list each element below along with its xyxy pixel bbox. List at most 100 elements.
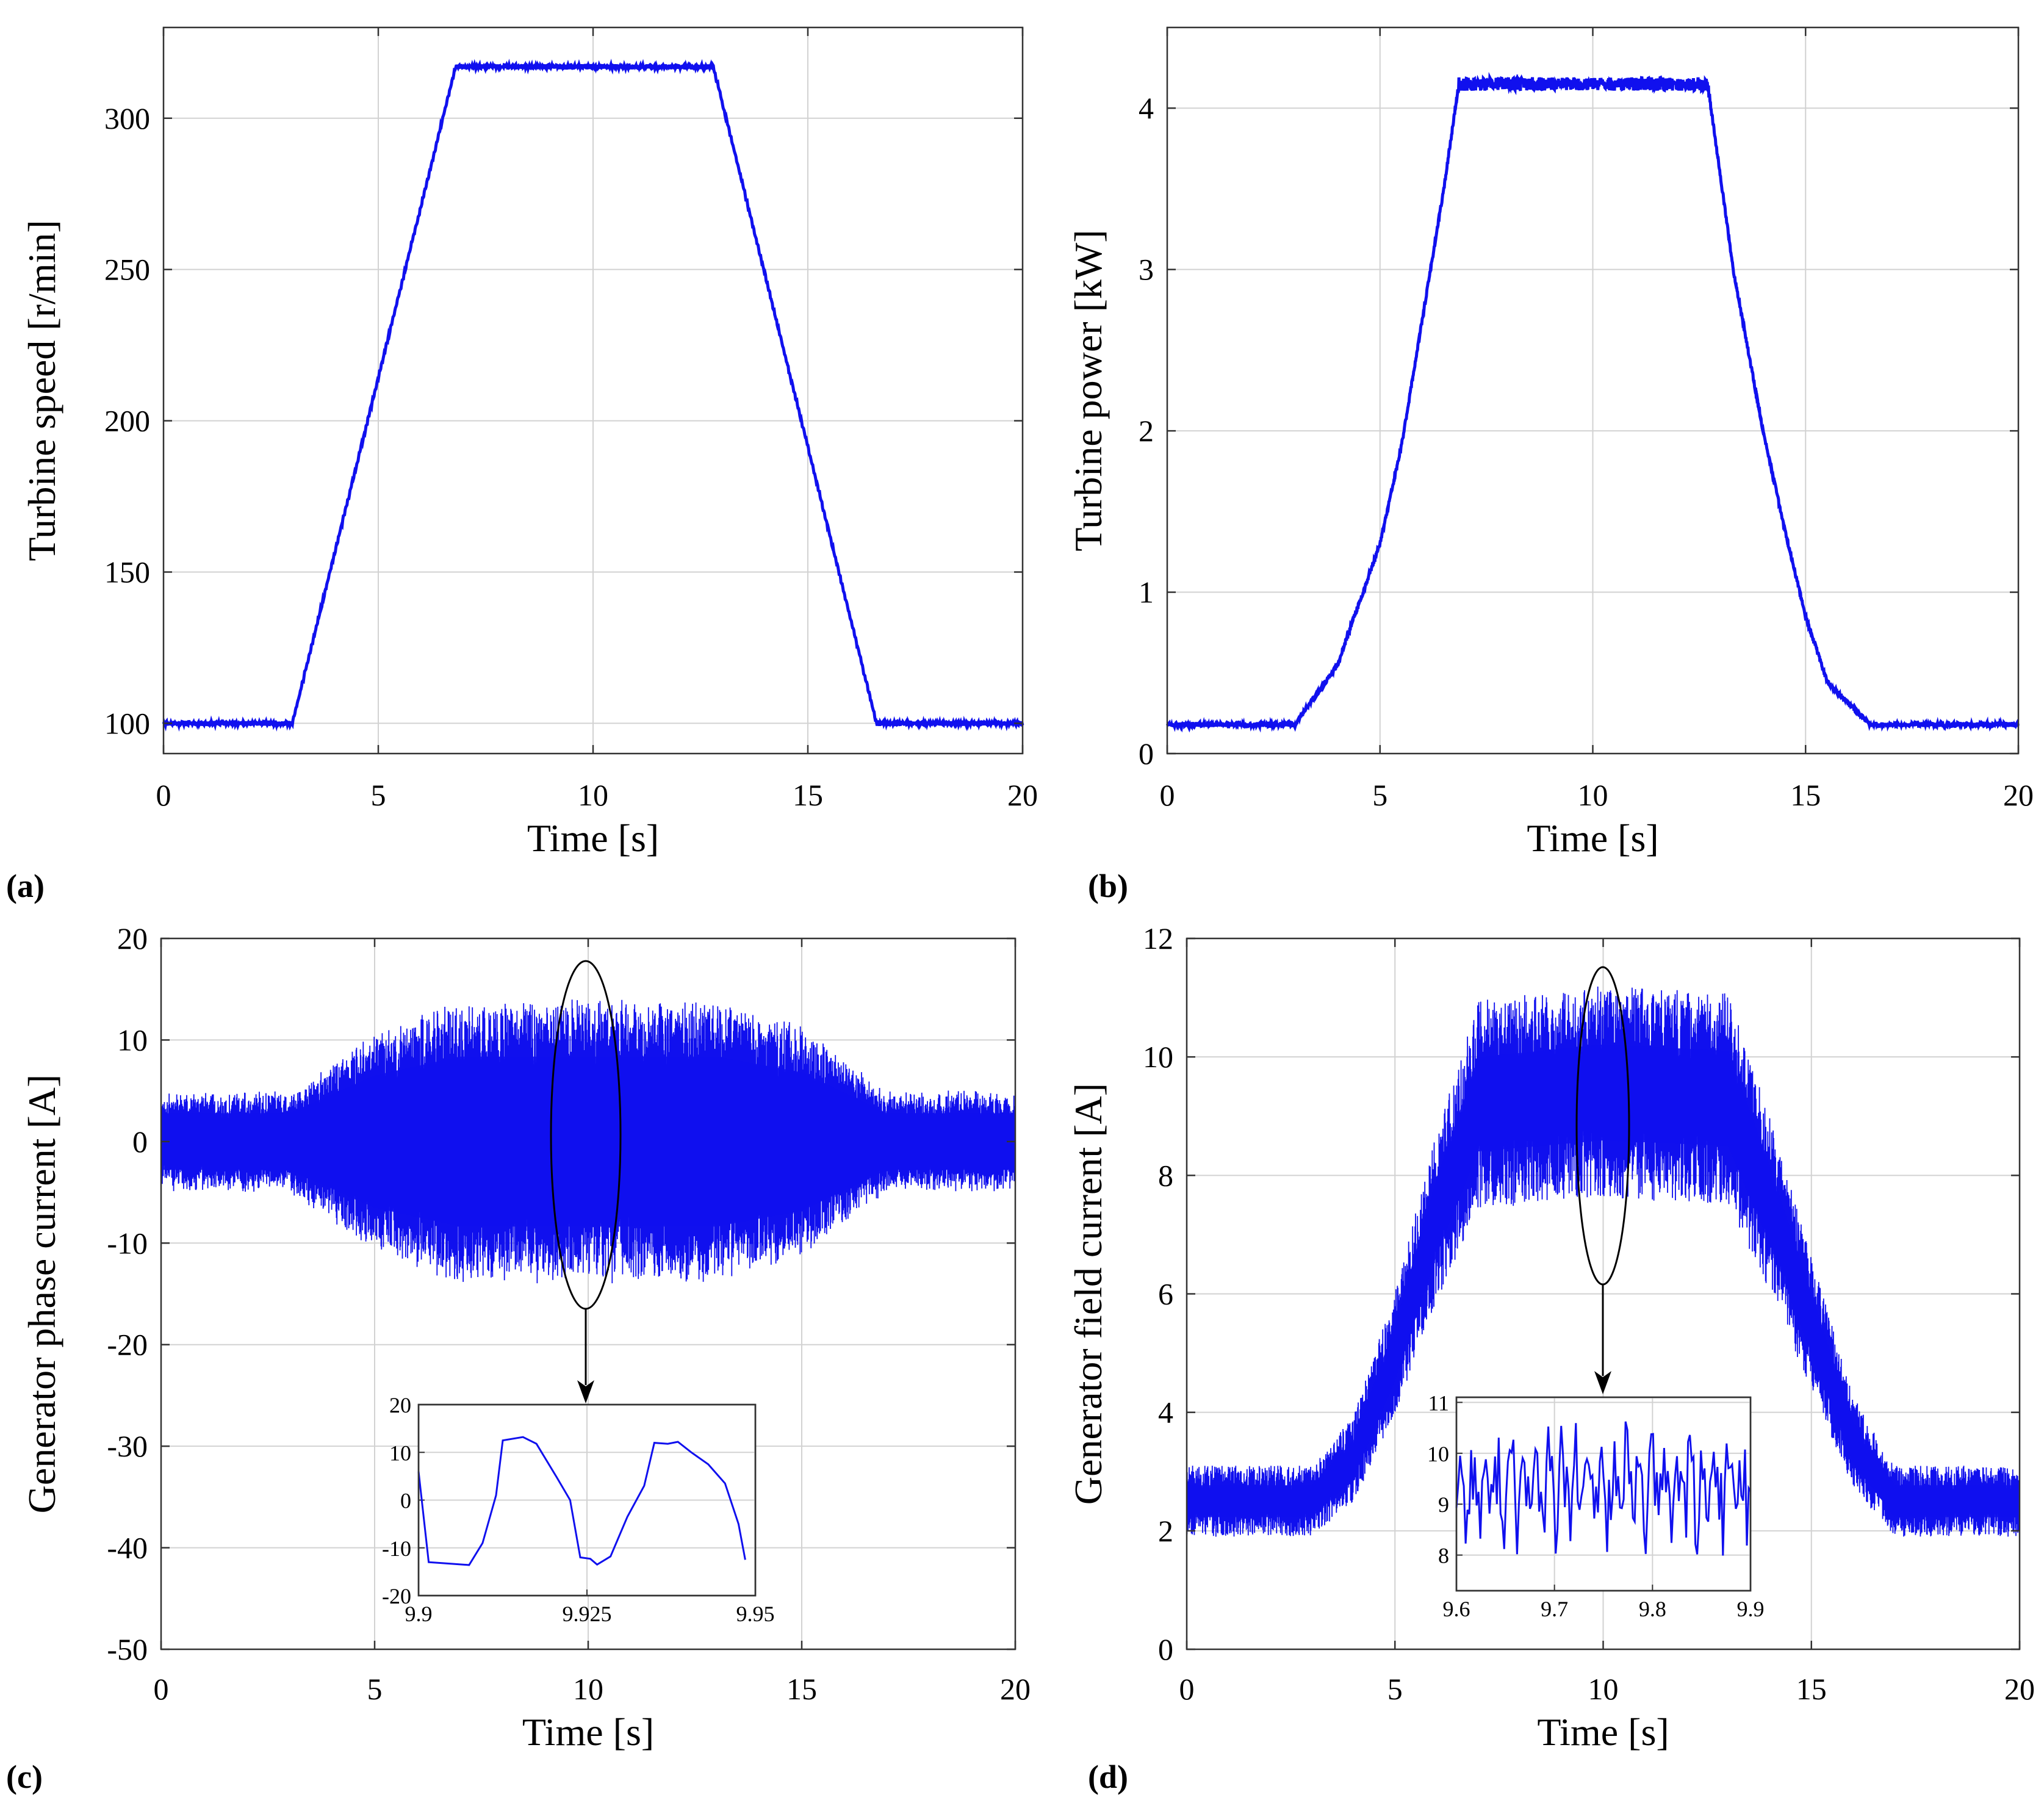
inset-y-tick-label: 0 <box>400 1489 411 1513</box>
y-tick-label: 20 <box>117 921 148 956</box>
inset-x-tick-label: 9.925 <box>563 1602 612 1626</box>
turbine-speed-line <box>162 59 1024 732</box>
x-tick-label: 0 <box>1160 778 1175 812</box>
inset-y-tick-label: 20 <box>389 1393 411 1417</box>
phase-current-band <box>161 1056 1015 1227</box>
panel-d-x-axis-label: Time [s] <box>1537 1710 1669 1754</box>
y-tick-label: 300 <box>104 101 150 135</box>
y-tick-label: -50 <box>107 1632 148 1666</box>
panel-b-turbine-power: 0 5 10 15 20 0 1 2 3 4 Time [s] Turbine power [kW… <box>1067 26 2034 904</box>
panel-a-label: (a) <box>6 868 45 904</box>
inset-y-tick-label: -20 <box>382 1584 411 1608</box>
inset-frame <box>417 1403 757 1597</box>
y-tick-label: -30 <box>107 1429 148 1463</box>
y-tick-label: 250 <box>104 253 150 287</box>
x-tick-label: 5 <box>1387 1672 1403 1706</box>
inset-y-tick-label: -10 <box>382 1536 411 1561</box>
y-tick-label: 6 <box>1158 1277 1173 1311</box>
inset-y-tick-label: 10 <box>389 1441 411 1465</box>
y-tick-label: 12 <box>1143 921 1173 956</box>
inset-x-tick-label: 9.8 <box>1639 1597 1666 1621</box>
inset-y-tick-label: 8 <box>1438 1544 1449 1568</box>
y-tick-label: -20 <box>107 1328 148 1362</box>
panel-a-ticks: 0 5 10 15 20 100 150 200 250 300 <box>104 27 1038 812</box>
panel-b-x-axis-label: Time [s] <box>1527 816 1658 860</box>
turbine-power-line <box>1165 71 2020 733</box>
panel-b-label: (b) <box>1088 868 1128 904</box>
x-tick-label: 20 <box>1000 1672 1031 1706</box>
inset-x-tick-label: 9.95 <box>736 1602 775 1626</box>
y-tick-label: 3 <box>1139 253 1154 287</box>
x-tick-label: 15 <box>1790 778 1821 812</box>
x-tick-label: 5 <box>1372 778 1387 812</box>
panel-c-zoom-annotation <box>550 960 622 1403</box>
panel-c-y-axis-label: Generator phase current [A] <box>20 1075 63 1514</box>
x-tick-label: 0 <box>154 1672 169 1706</box>
inset-y-tick-label: 10 <box>1427 1442 1449 1466</box>
inset-field-current-line <box>1455 1421 1752 1556</box>
y-tick-label: 0 <box>132 1125 148 1159</box>
x-tick-label: 15 <box>786 1672 817 1706</box>
x-tick-label: 10 <box>578 778 608 812</box>
panel-b-grid <box>1167 27 2018 754</box>
x-tick-label: 20 <box>1007 778 1038 812</box>
panel-c-data <box>160 999 1016 1284</box>
inset-x-tick-label: 9.9 <box>405 1602 433 1626</box>
y-tick-label: 1 <box>1139 575 1154 610</box>
y-tick-label: 2 <box>1158 1514 1173 1548</box>
panel-c-x-axis-label: Time [s] <box>522 1710 654 1754</box>
panel-d-field-current: 0 5 10 15 20 0 2 4 6 8 10 12 9.6 9.7 9.8 9.9 8 9 10 11 Tim… <box>1067 921 2035 1795</box>
y-tick-label: 150 <box>104 555 150 589</box>
panel-c-ticks: 0 5 10 15 20 -50 -40 -30 -20 -10 0 10 20 <box>107 921 1031 1706</box>
panel-d-data <box>1186 986 2020 1537</box>
inset-x-tick-label: 9.7 <box>1541 1597 1568 1621</box>
inset-x-tick-label: 9.6 <box>1443 1597 1470 1621</box>
y-tick-label: -10 <box>107 1226 148 1260</box>
y-tick-label: -40 <box>107 1531 148 1565</box>
x-tick-label: 5 <box>367 1672 383 1706</box>
x-tick-label: 0 <box>1179 1672 1195 1706</box>
panel-a-data <box>162 59 1024 732</box>
x-tick-label: 10 <box>1578 778 1608 812</box>
x-tick-label: 10 <box>1588 1672 1619 1706</box>
y-tick-label: 100 <box>104 706 150 740</box>
x-tick-label: 20 <box>2004 1672 2035 1706</box>
x-tick-label: 10 <box>573 1672 603 1706</box>
panel-d-zoom-annotation <box>1575 966 1630 1394</box>
panel-d-label: (d) <box>1088 1759 1128 1795</box>
panel-a-grid <box>164 27 1023 754</box>
inset-x-tick-label: 9.9 <box>1737 1597 1765 1621</box>
panel-c-inset: 9.9 9.925 9.95 -20 -10 0 10 20 <box>382 1393 775 1626</box>
x-tick-label: 20 <box>2003 778 2034 812</box>
field-current-band <box>1187 1044 2020 1517</box>
inset-frame <box>1455 1396 1752 1592</box>
x-tick-label: 15 <box>793 778 823 812</box>
y-tick-label: 0 <box>1139 736 1154 771</box>
x-tick-label: 15 <box>1796 1672 1827 1706</box>
zoom-arrow-head <box>1594 1371 1611 1394</box>
y-tick-label: 8 <box>1158 1158 1173 1192</box>
y-tick-label: 10 <box>1143 1040 1173 1074</box>
y-tick-label: 10 <box>117 1023 148 1057</box>
zoom-arrow-head <box>577 1380 594 1403</box>
y-tick-label: 200 <box>104 404 150 438</box>
inset-phase-current-line <box>417 1436 746 1566</box>
inset-y-tick-label: 9 <box>1438 1492 1449 1517</box>
x-tick-label: 0 <box>156 778 171 812</box>
y-tick-label: 4 <box>1158 1395 1173 1430</box>
panel-d-ticks: 0 5 10 15 20 0 2 4 6 8 10 12 <box>1143 921 2035 1706</box>
inset-y-tick-label: 11 <box>1428 1391 1449 1415</box>
panel-b-ticks: 0 5 10 15 20 0 1 2 3 4 <box>1139 27 2034 812</box>
panel-d-inset: 9.6 9.7 9.8 9.9 8 9 10 11 <box>1427 1391 1765 1621</box>
y-tick-label: 4 <box>1139 91 1154 125</box>
panel-d-y-axis-label: Generator field current [A] <box>1067 1083 1110 1505</box>
panel-a-y-axis-label: Turbine speed [r/min] <box>20 220 63 561</box>
panel-a-x-axis-label: Time [s] <box>527 816 659 860</box>
y-tick-label: 2 <box>1139 414 1154 448</box>
panel-b-data <box>1165 71 2020 733</box>
panel-b-y-axis-label: Turbine power [kW] <box>1067 229 1110 551</box>
panel-c-label: (c) <box>6 1759 43 1795</box>
x-tick-label: 5 <box>371 778 386 812</box>
